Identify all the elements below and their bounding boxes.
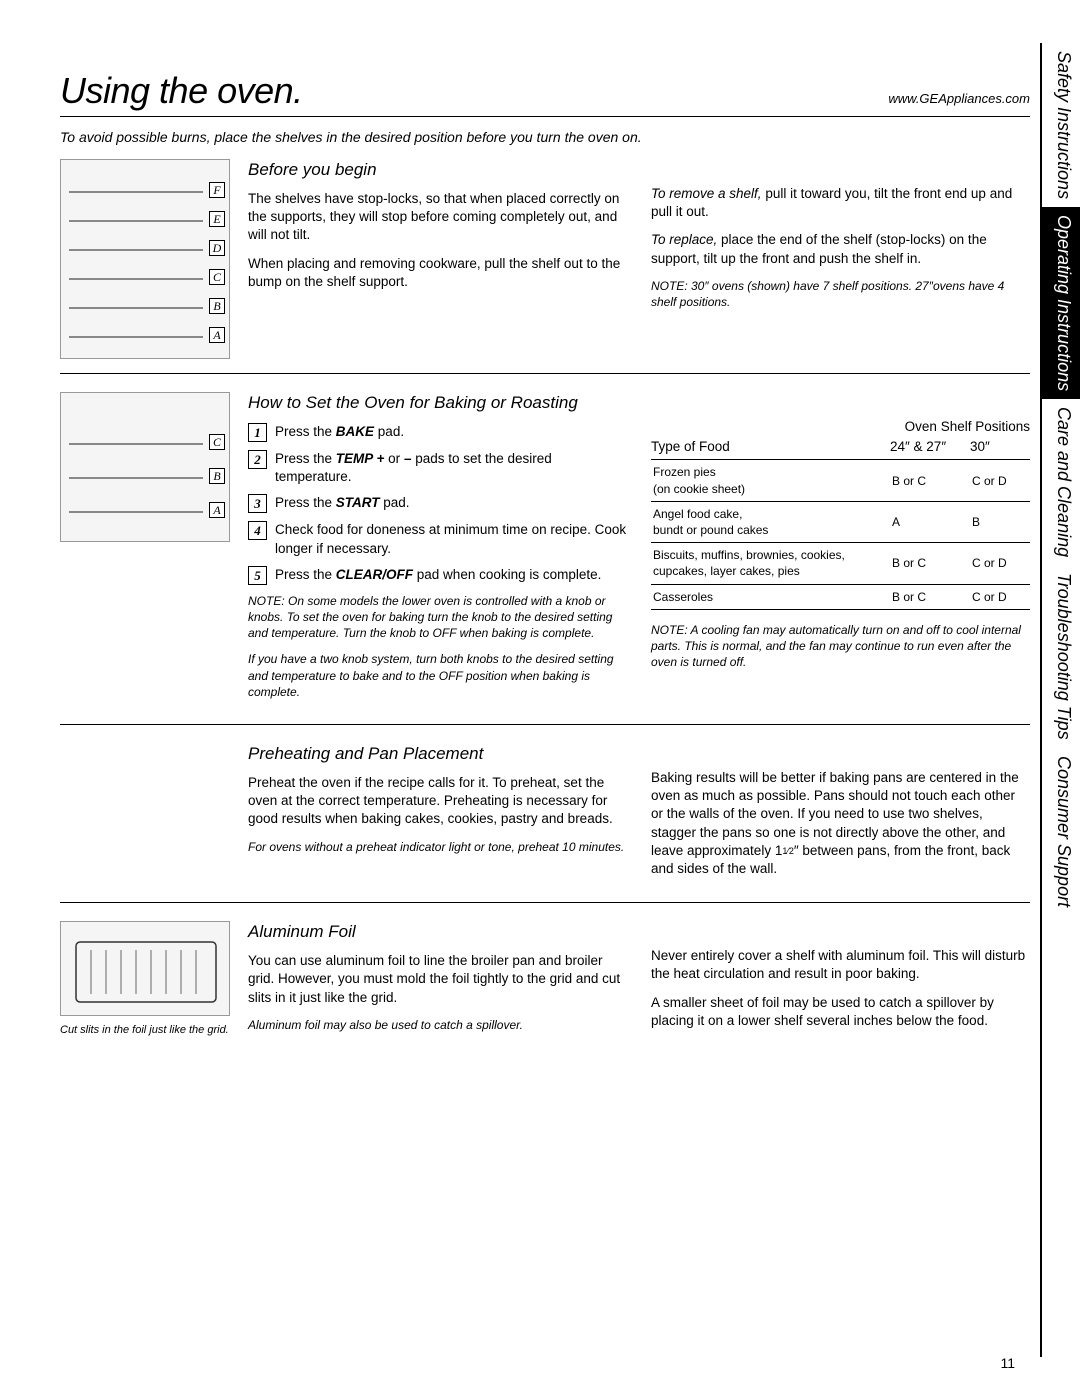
section-heading: Aluminum Foil bbox=[248, 921, 627, 944]
note-text: Aluminum foil may also be used to catch … bbox=[248, 1017, 627, 1033]
step-number: 5 bbox=[248, 566, 267, 585]
body-text: Never entirely cover a shelf with alumin… bbox=[651, 947, 1030, 983]
side-tabs: Safety Instructions Operating Instructio… bbox=[1040, 43, 1080, 1357]
note-text: If you have a two knob system, turn both… bbox=[248, 651, 627, 700]
tab-troubleshooting[interactable]: Troubleshooting Tips bbox=[1042, 565, 1080, 748]
note-text: NOTE: A cooling fan may automatically tu… bbox=[651, 622, 1030, 671]
body-text: Preheat the oven if the recipe calls for… bbox=[248, 774, 627, 829]
table-title: Oven Shelf Positions bbox=[651, 418, 1030, 436]
tab-care[interactable]: Care and Cleaning bbox=[1042, 399, 1080, 565]
table-row: Biscuits, muffins, brownies, cookies, cu… bbox=[651, 543, 1030, 584]
step-number: 3 bbox=[248, 494, 267, 513]
section-heading: How to Set the Oven for Baking or Roasti… bbox=[248, 392, 627, 415]
table-header: Type of Food24″ & 27″30″ bbox=[651, 438, 1030, 460]
step-text: Press the START pad. bbox=[275, 494, 410, 512]
step-text: Check food for doneness at minimum time … bbox=[275, 521, 627, 557]
body-text: To replace, place the end of the shelf (… bbox=[651, 231, 1030, 267]
section-heading: Preheating and Pan Placement bbox=[248, 743, 627, 766]
step-text: Press the TEMP + or – pads to set the de… bbox=[275, 450, 627, 486]
step-text: Press the BAKE pad. bbox=[275, 423, 404, 441]
note-text: NOTE: 30″ ovens (shown) have 7 shelf pos… bbox=[651, 278, 1030, 310]
step-number: 1 bbox=[248, 423, 267, 442]
section-heading: Before you begin bbox=[248, 159, 627, 182]
page-number: 11 bbox=[1000, 1355, 1015, 1371]
foil-illustration bbox=[60, 921, 230, 1016]
tab-consumer[interactable]: Consumer Support bbox=[1042, 748, 1080, 915]
note-text: For ovens without a preheat indicator li… bbox=[248, 839, 627, 855]
intro-text: To avoid possible burns, place the shelv… bbox=[60, 129, 1030, 145]
tab-safety[interactable]: Safety Instructions bbox=[1042, 43, 1080, 207]
body-text: Baking results will be better if baking … bbox=[651, 769, 1030, 878]
body-text: When placing and removing cookware, pull… bbox=[248, 255, 627, 291]
page-title: Using the oven. bbox=[60, 70, 303, 112]
table-row: Frozen pies(on cookie sheet)B or CC or D bbox=[651, 460, 1030, 501]
shelf-position-table: Frozen pies(on cookie sheet)B or CC or D… bbox=[651, 460, 1030, 609]
section-preheating: Preheating and Pan Placement Preheat the… bbox=[60, 743, 1030, 903]
table-row: CasserolesB or CC or D bbox=[651, 584, 1030, 609]
step-text: Press the CLEAR/OFF pad when cooking is … bbox=[275, 566, 601, 584]
body-text: A smaller sheet of foil may be used to c… bbox=[651, 994, 1030, 1030]
step-list: 1 Press the BAKE pad. 2 Press the TEMP + o… bbox=[248, 423, 627, 585]
table-row: Angel food cake,bundt or pound cakesAB bbox=[651, 501, 1030, 542]
step-number: 2 bbox=[248, 450, 267, 469]
step-number: 4 bbox=[248, 521, 267, 540]
section-aluminum-foil: Cut slits in the foil just like the grid… bbox=[60, 921, 1030, 1057]
illustration-caption: Cut slits in the foil just like the grid… bbox=[60, 1024, 230, 1036]
body-text: You can use aluminum foil to line the br… bbox=[248, 952, 627, 1007]
body-text: To remove a shelf, pull it toward you, t… bbox=[651, 185, 1030, 221]
section-baking-roasting: C B A How to Set the Oven for Baking or … bbox=[60, 392, 1030, 725]
oven-rack-illustration: F E D C B A bbox=[60, 159, 230, 359]
note-text: NOTE: On some models the lower oven is c… bbox=[248, 593, 627, 642]
header-url: www.GEAppliances.com bbox=[888, 91, 1030, 106]
tab-operating[interactable]: Operating Instructions bbox=[1042, 207, 1080, 399]
section-before-you-begin: F E D C B A Before you begin The shelves… bbox=[60, 159, 1030, 374]
oven-rack-illustration-2: C B A bbox=[60, 392, 230, 542]
page-header: Using the oven. www.GEAppliances.com bbox=[60, 70, 1030, 117]
body-text: The shelves have stop-locks, so that whe… bbox=[248, 190, 627, 245]
